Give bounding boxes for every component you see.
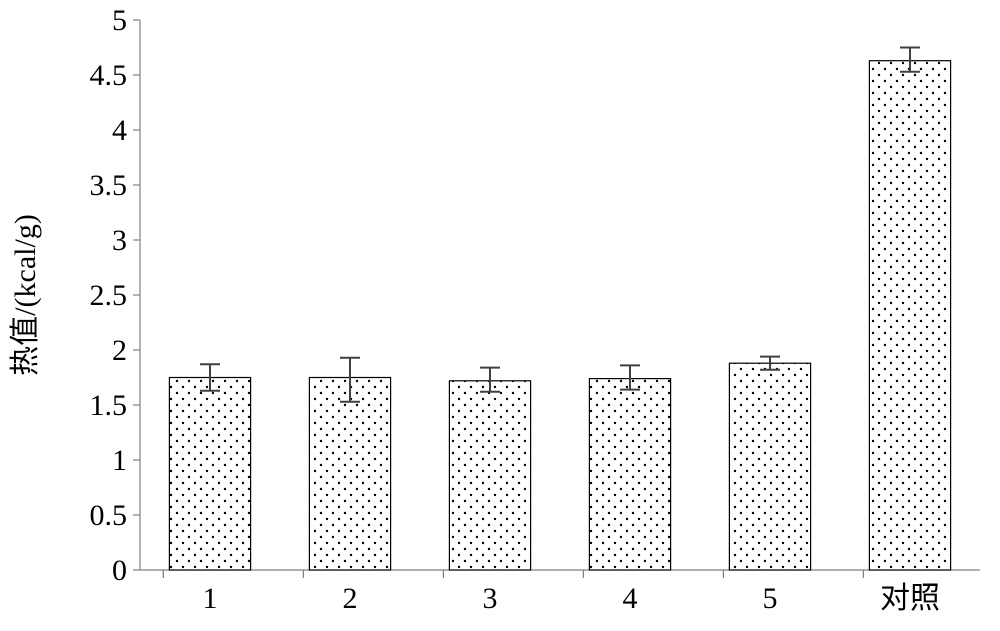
y-tick-label: 3 [112, 224, 127, 257]
y-tick-label: 2.5 [90, 279, 128, 312]
y-tick-label: 5 [112, 4, 127, 37]
x-tick-label: 4 [623, 582, 638, 615]
y-tick-label: 2 [112, 334, 127, 367]
x-tick-label: 1 [203, 582, 218, 615]
x-tick-label: 5 [763, 582, 778, 615]
chart-svg: 0 0.5 1 1.5 2 2.5 3 3.5 4 4.5 5 1 2 3 4 5 对照 热值/(kcal/g… [0, 0, 1000, 631]
bar [869, 61, 950, 570]
x-tick-label: 对照 [880, 582, 940, 615]
bar-chart: 0 0.5 1 1.5 2 2.5 3 3.5 4 4.5 5 1 2 3 4 5 对照 热值/(kcal/g… [0, 0, 1000, 631]
y-tick-label: 1.5 [90, 389, 128, 422]
x-tick-label: 3 [483, 582, 498, 615]
bar [729, 363, 810, 570]
y-tick-label: 4 [112, 114, 127, 147]
bar [169, 378, 250, 571]
y-tick-label: 4.5 [90, 59, 128, 92]
y-tick-label: 3.5 [90, 169, 128, 202]
x-tick-label: 2 [343, 582, 358, 615]
bar [589, 379, 670, 570]
y-tick-label: 0.5 [90, 499, 128, 532]
y-tick-label: 0 [112, 554, 127, 587]
y-tick-label: 1 [112, 444, 127, 477]
bar [309, 378, 390, 571]
bar [449, 381, 530, 570]
y-axis-label: 热值/(kcal/g) [9, 214, 42, 376]
